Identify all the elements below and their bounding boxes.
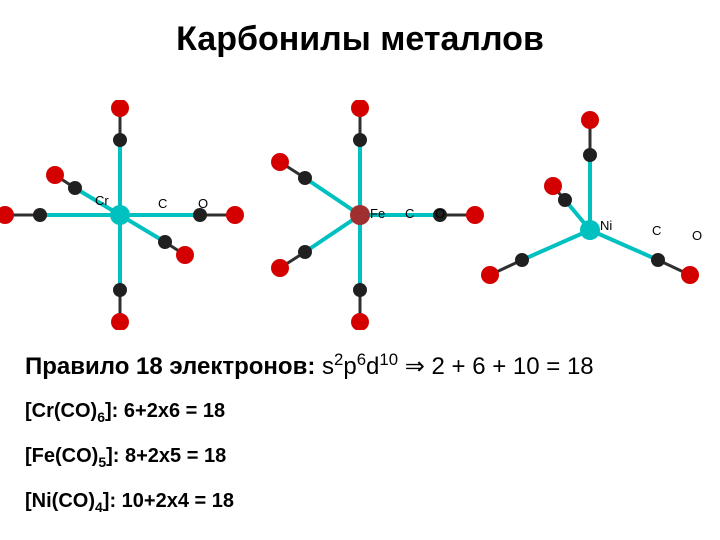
molecule-diagrams: Cr C O Fe C O Ni C O [0, 100, 720, 330]
equation-2: [Ni(CO)4]: 10+2x4 = 18 [25, 490, 234, 515]
molecule-Cr(CO)6: Cr C O [0, 100, 244, 330]
svg-text:O: O [198, 196, 208, 211]
equation-0: [Cr(CO)6]: 6+2x6 = 18 [25, 400, 225, 425]
svg-text:C: C [405, 206, 414, 221]
svg-text:Fe: Fe [370, 206, 385, 221]
rule-config: s2p6d10 [322, 353, 398, 380]
rule-arrow: ⇒ [405, 353, 425, 380]
equation-1: [Fe(CO)5]: 8+2x5 = 18 [25, 445, 226, 470]
svg-text:O: O [692, 228, 702, 243]
molecule-Fe(CO)5: Fe C O [271, 100, 484, 330]
svg-text:C: C [158, 196, 167, 211]
molecule-Ni(CO)4: Ni C O [481, 111, 702, 284]
rule-rhs: 2 + 6 + 10 = 18 [432, 353, 594, 380]
rule-label: Правило 18 электронов: [25, 353, 315, 380]
svg-text:Ni: Ni [600, 218, 612, 233]
svg-text:O: O [435, 206, 445, 221]
svg-text:Cr: Cr [95, 193, 109, 208]
svg-text:C: C [652, 223, 661, 238]
page-title: Карбонилы металлов [0, 20, 720, 59]
electron-rule: Правило 18 электронов: s2p6d10 ⇒ 2 + 6 +… [25, 350, 594, 381]
